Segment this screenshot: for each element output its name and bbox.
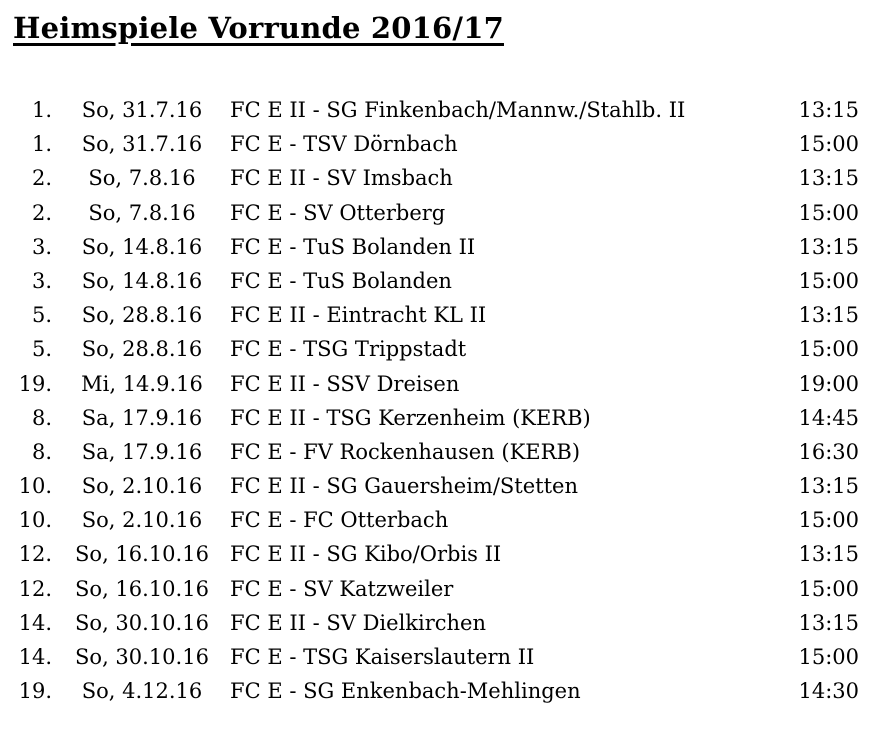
list-item: 10. So, 2.10.16 FC E II - SG Gauersheim/St… (0, 469, 873, 503)
list-item: 10. So, 2.10.16 FC E - FC Otterbach 15:00 (0, 503, 873, 537)
round-number: 12. (18, 542, 52, 567)
round-number: 5. (31, 337, 52, 362)
kickoff-time: 13:15 (798, 234, 859, 259)
match-pairing: FC E II - TSG Kerzenheim (KERB) (230, 405, 591, 430)
match-pairing: FC E - SV Otterberg (230, 200, 446, 225)
kickoff-time: 13:15 (798, 474, 859, 499)
kickoff-time: 13:15 (798, 98, 859, 122)
round-number: 5. (31, 303, 52, 328)
kickoff-time: 14:45 (798, 405, 859, 430)
match-date: So, 28.8.16 (81, 303, 203, 328)
round-number: 2. (31, 166, 52, 191)
list-item: 1. So, 31.7.16 FC E II - SG Finkenbach/Man… (0, 93, 873, 127)
match-pairing: FC E II - SG Gauersheim/Stetten (230, 474, 578, 499)
match-date: So, 2.10.16 (81, 508, 203, 533)
match-date: So, 7.8.16 (88, 200, 196, 225)
match-date: So, 16.10.16 (75, 542, 209, 567)
match-date: Mi, 14.9.16 (81, 371, 203, 396)
round-number: 3. (31, 234, 52, 259)
match-pairing: FC E - TuS Bolanden II (230, 234, 476, 259)
match-pairing: FC E II - SG Finkenbach/Mannw./Stahlb. I… (230, 98, 686, 122)
match-date: So, 14.8.16 (81, 268, 203, 293)
match-date: Sa, 17.9.16 (81, 405, 203, 430)
match-date: So, 30.10.16 (75, 610, 209, 635)
kickoff-time: 15:00 (798, 576, 859, 601)
match-pairing: FC E II - SV Imsbach (230, 166, 453, 191)
list-item: 5. So, 28.8.16 FC E II - Eintracht KL II 13… (0, 298, 873, 332)
list-item: 12. So, 16.10.16 FC E II - SG Kibo/Orbis I… (0, 537, 873, 571)
kickoff-time: 13:15 (798, 166, 859, 191)
kickoff-time: 15:00 (798, 337, 859, 362)
round-number: 14. (18, 610, 52, 635)
list-item: 2. So, 7.8.16 FC E - SV Otterberg 15:00 (0, 196, 873, 230)
match-date: So, 31.7.16 (81, 132, 203, 157)
match-pairing: FC E - TSG Trippstadt (230, 337, 467, 362)
round-number: 19. (18, 371, 52, 396)
list-item: 3. So, 14.8.16 FC E - TuS Bolanden 15:00 (0, 264, 873, 298)
match-date: So, 16.10.16 (75, 576, 209, 601)
match-date: Sa, 17.9.16 (81, 439, 203, 464)
round-number: 10. (18, 474, 52, 499)
kickoff-time: 15:00 (798, 645, 859, 669)
match-date: So, 31.7.16 (81, 98, 203, 122)
round-number: 1. (31, 98, 52, 122)
match-date: So, 7.8.16 (88, 166, 196, 191)
match-pairing: FC E II - SSV Dreisen (230, 371, 460, 396)
list-item: 2. So, 7.8.16 FC E II - SV Imsbach 13:15 (0, 161, 873, 195)
round-number: 3. (31, 268, 52, 293)
match-pairing: FC E - SV Katzweiler (230, 576, 454, 601)
kickoff-time: 13:15 (798, 303, 859, 328)
match-date: So, 2.10.16 (81, 474, 203, 499)
match-pairing: FC E - TuS Bolanden (230, 268, 452, 293)
list-item: 19. So, 4.12.16 FC E - SG Enkenbach-Mehlin… (0, 674, 873, 708)
round-number: 2. (31, 200, 52, 225)
list-item: 3. So, 14.8.16 FC E - TuS Bolanden II 13:15 (0, 230, 873, 264)
match-date: So, 28.8.16 (81, 337, 203, 362)
kickoff-time: 14:30 (798, 679, 859, 704)
list-item: 5. So, 28.8.16 FC E - TSG Trippstadt 15:00 (0, 332, 873, 366)
list-item: 1. So, 31.7.16 FC E - TSV Dörnbach 15:00 (0, 127, 873, 161)
round-number: 14. (18, 645, 52, 669)
match-pairing: FC E II - Eintracht KL II (230, 303, 487, 328)
kickoff-time: 19:00 (798, 371, 859, 396)
match-pairing: FC E - TSV Dörnbach (230, 132, 458, 157)
list-item: 8. Sa, 17.9.16 FC E II - TSG Kerzenheim (K… (0, 401, 873, 435)
list-item: 14. So, 30.10.16 FC E II - SV Dielkirchen 1… (0, 606, 873, 640)
match-date: So, 4.12.16 (81, 679, 203, 704)
match-date: So, 30.10.16 (75, 645, 209, 669)
round-number: 19. (18, 679, 52, 704)
list-item: 12. So, 16.10.16 FC E - SV Katzweiler 15:00 (0, 572, 873, 606)
match-pairing: FC E II - SV Dielkirchen (230, 610, 486, 635)
kickoff-time: 15:00 (798, 268, 859, 293)
list-item: 8. Sa, 17.9.16 FC E - FV Rockenhausen (KER… (0, 435, 873, 469)
round-number: 10. (18, 508, 52, 533)
match-date: So, 14.8.16 (81, 234, 203, 259)
kickoff-time: 13:15 (798, 610, 859, 635)
match-pairing: FC E - TSG Kaiserslautern II (230, 645, 535, 669)
match-pairing: FC E - SG Enkenbach-Mehlingen (230, 679, 581, 704)
kickoff-time: 16:30 (798, 439, 859, 464)
kickoff-time: 15:00 (798, 132, 859, 157)
kickoff-time: 15:00 (798, 200, 859, 225)
round-number: 8. (31, 439, 52, 464)
round-number: 1. (31, 132, 52, 157)
match-pairing: FC E II - SG Kibo/Orbis II (230, 542, 502, 567)
match-pairing: FC E - FC Otterbach (230, 508, 449, 533)
page-title: Heimspiele Vorrunde 2016/17 (13, 11, 504, 45)
match-pairing: FC E - FV Rockenhausen (KERB) (230, 439, 581, 464)
schedule-list: 1. So, 31.7.16 FC E II - SG Finkenbach/Man… (0, 93, 873, 708)
round-number: 8. (31, 405, 52, 430)
round-number: 12. (18, 576, 52, 601)
kickoff-time: 13:15 (798, 542, 859, 567)
list-item: 14. So, 30.10.16 FC E - TSG Kaiserslautern… (0, 640, 873, 674)
kickoff-time: 15:00 (798, 508, 859, 533)
list-item: 19. Mi, 14.9.16 FC E II - SSV Dreisen 19:00 (0, 367, 873, 401)
